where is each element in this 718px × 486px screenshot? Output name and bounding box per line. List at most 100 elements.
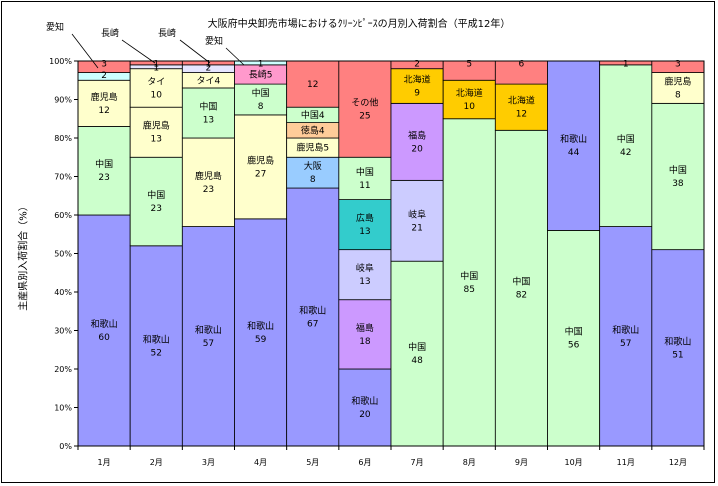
segment-label: 福島 18: [356, 322, 374, 347]
segment-label: 和歌山 51: [664, 335, 691, 360]
bar-segment: [234, 114, 288, 220]
segment-label-line: 23: [98, 173, 109, 183]
x-tick-label: 8月: [463, 458, 476, 467]
bar-segment: [651, 102, 705, 251]
bar-segment: [129, 68, 183, 108]
segment-label: 12: [307, 80, 318, 90]
segment-label: 岐阜 21: [408, 208, 426, 233]
bar-segment: [338, 199, 392, 251]
segment-label: 鹿児島 13: [143, 120, 170, 145]
segment-label-line: 1: [206, 60, 212, 70]
y-tick-label: 50%: [54, 250, 72, 259]
segment-label-line: 鹿児島: [195, 170, 222, 182]
segment-label-line: 12: [516, 110, 527, 120]
bar-segment: [599, 226, 653, 447]
segment-label-line: 20: [359, 410, 371, 420]
segment-label: 鹿児島5: [296, 142, 329, 154]
callout-label: 長崎: [101, 27, 119, 39]
segment-label-line: 82: [516, 291, 527, 301]
y-tick-label: 20%: [54, 365, 72, 374]
bar-segment: [129, 245, 183, 447]
callout-label: 愛知: [205, 35, 223, 47]
segment-label: 1: [153, 60, 159, 70]
segment-label-line: 13: [359, 227, 370, 237]
segment-label: 中国 85: [460, 270, 478, 295]
segment-label-line: 12: [307, 80, 318, 90]
segment-label-line: 北海道: [508, 95, 535, 107]
segment-label-line: 8: [310, 175, 316, 185]
bar-segment: [181, 137, 235, 227]
segment-label-line: 13: [203, 115, 214, 125]
segment-label: 中国 38: [669, 164, 687, 189]
segment-label: 中国 23: [147, 189, 165, 214]
segment-label: 中国 8: [252, 87, 270, 112]
segment-label: 大阪 8: [304, 160, 322, 185]
bar-segment: [494, 83, 548, 131]
segment-label: 和歌山 59: [247, 320, 274, 345]
segment-label-line: 60: [98, 333, 110, 343]
segment-label-line: 長崎5: [249, 68, 273, 80]
bar-segment: [338, 156, 392, 200]
y-tick-label: 0%: [59, 442, 72, 451]
segment-label: 中国 56: [565, 326, 583, 351]
segment-label: 和歌山 60: [91, 318, 118, 343]
x-tick-label: 6月: [358, 458, 371, 467]
segment-label-line: 13: [359, 277, 370, 287]
segment-label: タイ4: [197, 75, 221, 86]
segment-label-line: 和歌山: [91, 318, 118, 330]
bar-segment: [390, 179, 444, 262]
segment-label-line: 和歌山: [299, 305, 326, 317]
segment-label-line: 中国: [356, 166, 374, 178]
callout-label: 愛知: [46, 21, 64, 33]
bar-segment: [390, 102, 444, 181]
segment-label-line: 10: [151, 90, 163, 100]
y-tick-label: 70%: [54, 173, 72, 182]
chart-title: 大阪府中央卸売市場におけるｸﾘｰﾝﾋﾟｰｽの月別入荷割合（平成12年）: [207, 19, 511, 30]
segment-label: 徳島4: [301, 124, 325, 136]
segment-label-line: 10: [464, 102, 476, 112]
segment-label: 中国 82: [512, 276, 530, 301]
segment-label: 2: [414, 60, 420, 70]
x-tick-label: 10月: [564, 458, 582, 467]
segment-label-line: 和歌山: [195, 324, 222, 336]
y-tick-label: 10%: [54, 404, 72, 413]
segment-label-line: 中国: [95, 158, 113, 170]
x-tick-label: 4月: [254, 458, 267, 467]
axis-layer: 0% 10% 20% 30% 40% 50% 60% 70% 80% 90% 100% 1月 2月 3月 4…: [49, 57, 705, 467]
bar-segment: [338, 299, 392, 370]
segment-label: 和歌山 57: [612, 324, 639, 349]
segment-label-line: 42: [620, 148, 631, 158]
segment-label: 北海道 12: [508, 95, 535, 120]
x-tick-label: 12月: [669, 458, 687, 467]
segment-label: 長崎5: [249, 68, 273, 80]
segment-label: 1: [153, 63, 159, 73]
segment-label: その他 25: [351, 97, 378, 122]
segment-label-line: 徳島4: [301, 124, 325, 136]
segment-label: 和歌山 20: [351, 395, 378, 420]
segment-label: 2: [206, 63, 212, 73]
x-tick-label: 1月: [98, 458, 111, 467]
segment-label-line: 中国: [669, 164, 687, 176]
segment-label-line: 8: [258, 102, 264, 112]
segment-label-line: 56: [568, 341, 580, 351]
segment-label-line: 5: [466, 60, 472, 70]
segment-label-line: 中国: [565, 326, 583, 338]
segment-label: 鹿児島 12: [91, 91, 118, 116]
x-tick-label: 11月: [617, 458, 635, 467]
segment-label-line: 大阪: [304, 160, 322, 172]
segment-label-line: 11: [359, 181, 370, 191]
segment-label-line: 中国: [617, 133, 635, 145]
segment-label: 和歌山 67: [299, 305, 326, 330]
bar-segment: [129, 156, 183, 247]
segment-label-line: 鹿児島: [664, 75, 691, 87]
segment-label: 福島 20: [408, 129, 426, 154]
callout-leader: [71, 33, 99, 69]
callout-label: 長崎: [158, 27, 176, 39]
bar-segment: [547, 60, 601, 231]
segment-label-line: 和歌山: [664, 335, 691, 347]
segment-label-line: 59: [255, 335, 267, 345]
segment-label-line: 北海道: [456, 87, 483, 99]
bar-segment: [234, 218, 288, 447]
bar-segment: [338, 60, 392, 158]
